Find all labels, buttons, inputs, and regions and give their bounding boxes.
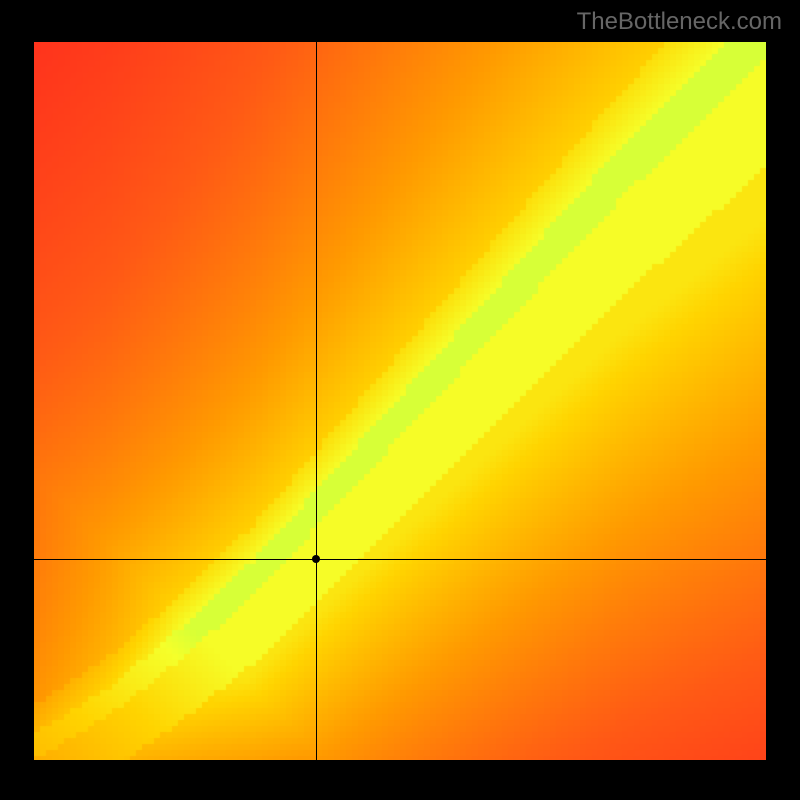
- heatmap-canvas: [34, 42, 766, 760]
- crosshair-marker: [312, 555, 320, 563]
- watermark-text: TheBottleneck.com: [577, 8, 782, 36]
- crosshair-horizontal: [34, 559, 766, 560]
- bottleneck-heatmap: [34, 42, 766, 760]
- crosshair-vertical: [316, 42, 317, 760]
